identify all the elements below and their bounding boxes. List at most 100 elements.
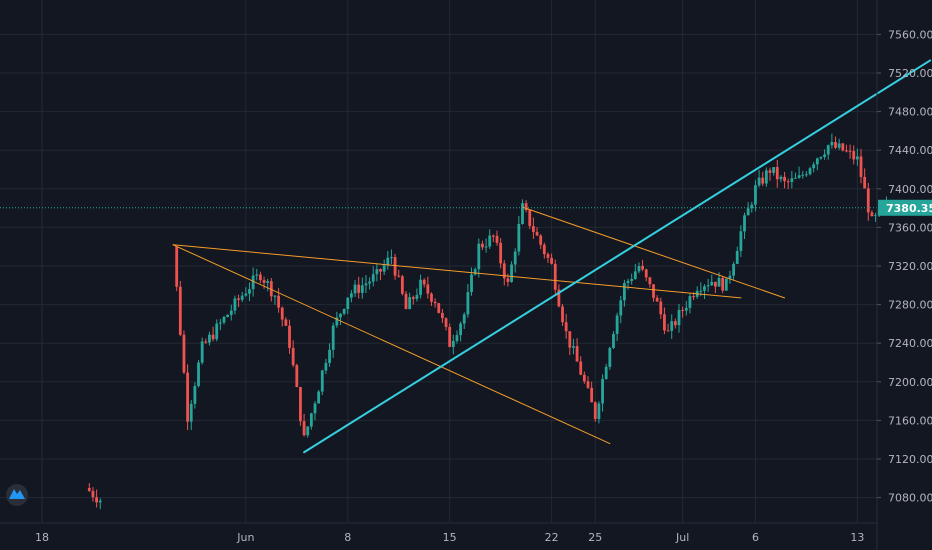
candle-body [462,314,466,324]
candle-body [91,490,95,498]
candle-body [397,275,401,277]
time-tick-label: 22 [545,531,559,544]
candle-body [815,158,819,165]
candle-body [309,413,313,427]
candle-body [732,263,735,276]
candle-body [470,274,473,293]
candle-body [291,347,295,366]
logo-mountain-icon [9,489,25,499]
candle-body [295,365,299,387]
price-tick-label: 7080.000 [888,492,932,505]
price-tick-label: 7240.000 [888,337,932,350]
candle-body [790,178,794,182]
candle-body [684,307,688,311]
candle-body [306,426,310,436]
candle-body [630,278,634,281]
candle-body [830,141,834,146]
candle-body [408,297,412,310]
time-tick-label: 18 [35,531,49,544]
candle-body [557,289,561,307]
candle-body [368,281,371,284]
candle-body [582,374,586,382]
candle-body [229,310,233,315]
candle-body [379,269,382,272]
candle-body [98,500,102,503]
candle-body [269,281,273,297]
candle-body [491,235,495,237]
candle-body [794,177,797,179]
candle-body [786,181,790,183]
candle-body [754,185,757,205]
candle-body [484,246,488,248]
candle-body [593,402,597,420]
candle-body [601,378,604,404]
price-tick-label: 7480.000 [888,106,932,119]
candle-body [579,361,583,375]
candle-body [189,403,193,422]
candle-body [663,314,666,331]
candle-body [419,279,422,295]
candle-body [222,317,226,323]
candle-body [750,204,754,209]
candle-body [215,323,219,340]
candle-body [539,235,543,245]
tradingview-logo[interactable] [6,484,28,506]
candle-body [357,284,361,293]
candle-body [433,301,437,304]
candle-body [193,385,197,404]
candle-body [855,156,859,160]
candle-body [808,168,812,175]
candle-body [320,370,324,392]
time-tick-label: 6 [752,531,759,544]
candle-body [477,243,481,270]
candle-body [240,295,244,300]
candle-body [280,307,284,320]
candle-body [339,313,342,318]
candle-body [393,257,397,276]
candle-body [735,250,739,264]
candle-body [612,333,615,349]
candle-body [466,292,470,315]
candle-body [837,143,841,148]
candle-body [797,175,801,178]
candle-body [364,283,368,286]
candle-body [266,281,270,283]
candle-body [175,246,179,287]
candle-body [852,151,856,160]
candle-body [633,271,637,279]
candle-body [615,315,619,334]
candle-body [182,334,186,373]
candle-body [666,330,670,332]
candle-body [226,314,230,318]
trendline [521,206,786,299]
candle-body [819,156,823,159]
last-price-tag [878,199,932,216]
candle-body [637,266,641,272]
trendlines [0,59,932,454]
price-axis[interactable]: 7080.000 7120.000 7160.000 7200.000 7240.000… [876,0,932,550]
price-tick-label: 7400.000 [888,183,932,196]
candle-body [659,301,663,315]
candle-body [542,244,546,255]
candle-body [426,284,430,294]
candle-body [317,391,321,404]
candle-body [390,257,393,259]
candle-body [641,266,644,270]
candle-body [841,143,845,151]
candle-body [848,150,852,152]
time-tick-label: Jul [675,531,689,544]
candle-body [95,497,98,503]
candle-body [648,277,652,285]
candle-body [350,293,353,298]
candle-body [273,295,277,297]
candle-body [437,303,441,313]
candle-body [728,275,732,279]
candle-body [313,403,317,414]
candle-body [764,170,768,184]
candle-body [495,235,499,243]
time-axis[interactable]: 18Jun8152225Jul61320 [0,522,932,544]
candle-body [302,421,306,436]
candle-body [535,231,539,236]
